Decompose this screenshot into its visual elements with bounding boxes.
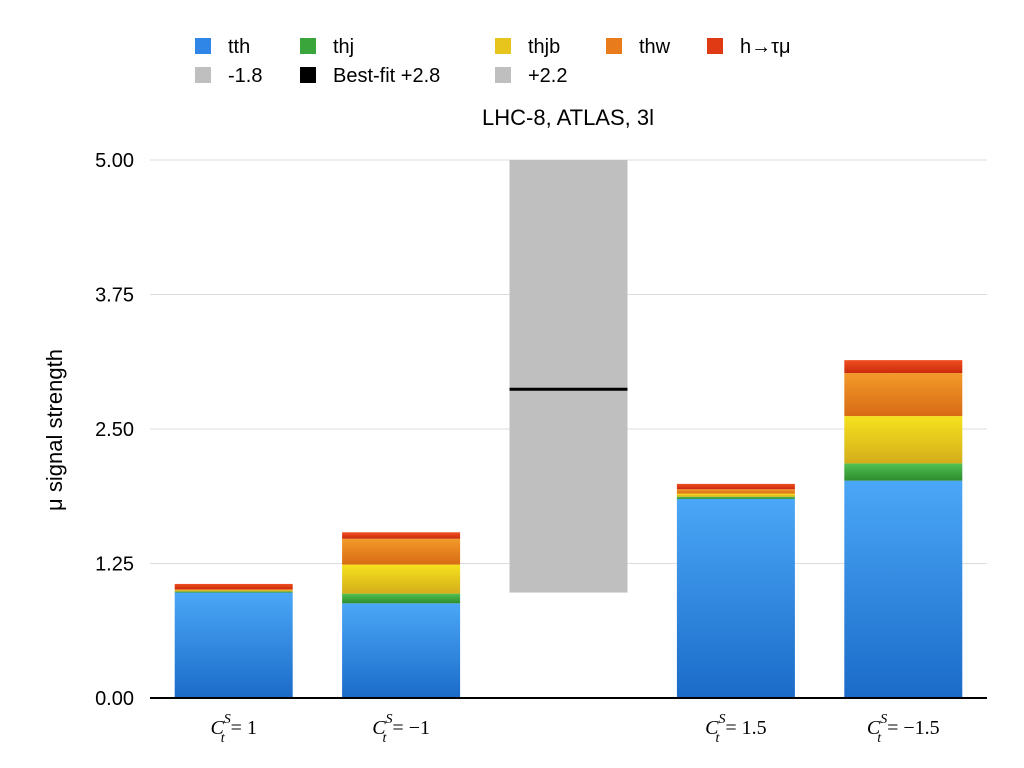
legend-swatch	[495, 67, 511, 83]
bar-segment-thjb	[342, 564, 461, 594]
bar-segment-thw	[676, 489, 795, 494]
legend-item: thjb	[495, 36, 560, 58]
bar-segment-tth	[174, 592, 293, 698]
legend-swatch	[300, 67, 316, 83]
bar-segment-thj	[174, 591, 293, 593]
chart-title: LHC-8, ATLAS, 3l	[482, 105, 654, 130]
bar-segment-thj	[844, 463, 963, 481]
legend-item: -1.8	[195, 65, 262, 87]
bar-segment-thjb	[844, 416, 963, 464]
legend-item: tth	[195, 36, 250, 58]
legend-swatch	[300, 38, 316, 54]
y-tick-label: 2.50	[95, 419, 134, 441]
bar-segment-thj	[676, 496, 795, 499]
legend-label: -1.8	[228, 65, 262, 87]
legend-swatch	[195, 67, 211, 83]
legend-swatch	[195, 38, 211, 54]
legend-label: Best-fit +2.8	[333, 65, 440, 87]
y-tick-labels: 0.00 1.25 2.50 3.75 5.00	[95, 150, 134, 710]
uncertainty-band	[509, 160, 628, 593]
legend-label: thjb	[528, 36, 560, 58]
bar-segment-thj	[342, 593, 461, 604]
bar-segment-thw	[342, 538, 461, 565]
bar-segment-h→τμ	[174, 583, 293, 590]
legend-item: Best-fit +2.8	[300, 65, 440, 87]
legend-swatch	[606, 38, 622, 54]
x-category-labels: CS t = 1 CS t = −1 CS t = 1.5 CS t = −1.5	[210, 712, 939, 746]
bar-segment-thw	[174, 589, 293, 591]
legend-item: thj	[300, 36, 354, 58]
legend-label: tth	[228, 36, 250, 58]
legend-item: h→τμ	[707, 36, 791, 58]
bar-segment-h→τμ	[676, 483, 795, 490]
legend-item: +2.2	[495, 65, 567, 87]
bar-segment-thw	[844, 373, 963, 417]
legend-label: +2.2	[528, 65, 567, 87]
bar-segment-tth	[342, 603, 461, 698]
x-category-label: CS t = −1	[372, 712, 430, 746]
legend-swatch	[495, 38, 511, 54]
legend-label: thj	[333, 36, 354, 58]
bar-segment-h→τμ	[844, 360, 963, 374]
bars	[174, 160, 963, 698]
legend-item: thw	[606, 36, 671, 58]
x-category-label: CS t = 1	[210, 712, 257, 746]
x-category-label: CS t = 1.5	[705, 712, 767, 746]
y-axis-label: μ signal strength	[42, 349, 67, 511]
legend-swatch	[707, 38, 723, 54]
y-tick-label: 5.00	[95, 150, 134, 172]
y-tick-label: 3.75	[95, 285, 134, 307]
bar-segment-thjb	[174, 590, 293, 592]
bar-segment-tth	[844, 480, 963, 698]
legend-label: thw	[639, 36, 671, 58]
bar-segment-tth	[676, 498, 795, 698]
bar-segment-thjb	[676, 493, 795, 497]
y-tick-label: 1.25	[95, 554, 134, 576]
y-tick-label: 0.00	[95, 688, 134, 710]
legend: tth thj thjb thw h→τμ -1.8 Best-fit +2.8 +2.2	[195, 36, 791, 87]
bar-segment-h→τμ	[342, 532, 461, 539]
legend-label: h→τμ	[740, 36, 791, 58]
x-category-label: CS t = −1.5	[867, 712, 940, 746]
